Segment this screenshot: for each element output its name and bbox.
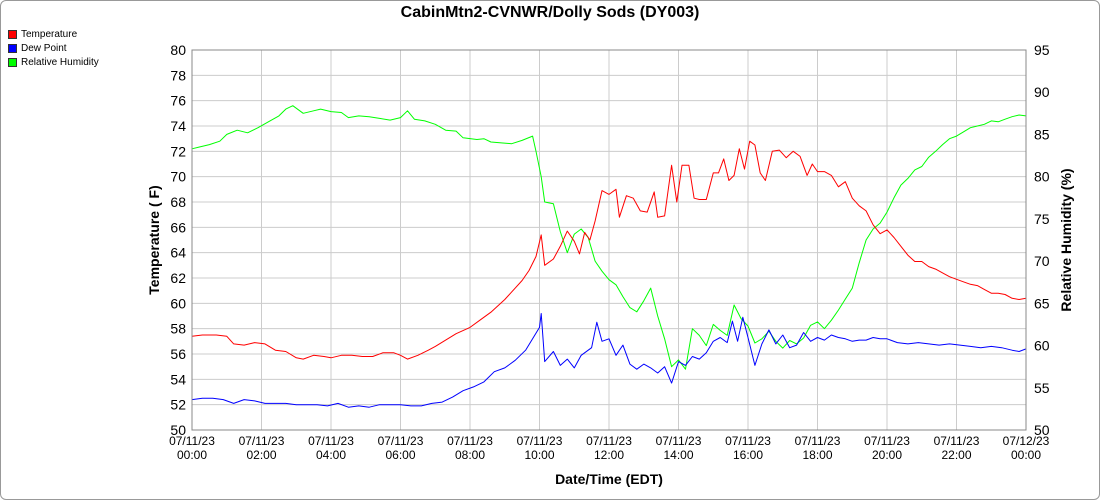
x-tick-date: 07/11/23 [725,434,771,448]
y-tick-label: 80 [170,42,186,58]
y-tick-label: 62 [170,270,186,286]
y2-tick-label: 75 [1034,211,1050,227]
x-tick-time: 16:00 [733,448,763,462]
x-tick-date: 07/11/23 [586,434,632,448]
y2-tick-label: 50 [1034,422,1050,438]
y-tick-label: 74 [170,118,186,134]
x-tick-time: 00:00 [177,448,207,462]
y-tick-label: 52 [170,397,186,413]
y2-tick-label: 95 [1034,42,1050,58]
x-tick-time: 06:00 [385,448,415,462]
x-tick-date: 07/11/23 [447,434,493,448]
x-tick-time: 20:00 [872,448,902,462]
y-tick-label: 70 [170,169,186,185]
legend-label-temperature: Temperature [21,28,78,40]
x-tick-time: 14:00 [663,448,693,462]
x-tick-date: 07/11/23 [656,434,702,448]
y-tick-label: 76 [170,93,186,109]
legend-label-dew-point: Dew Point [21,42,67,54]
y-axis-label: Temperature ( F) [146,185,162,294]
y-tick-label: 58 [170,321,186,337]
y-tick-label: 78 [170,67,186,83]
y-tick-label: 66 [170,219,186,235]
x-tick-date: 07/11/23 [934,434,980,448]
y-tick-label: 50 [170,422,186,438]
legend-item-temperature: Temperature [8,27,99,41]
legend-swatch-dew-point [8,43,17,53]
x-tick-date: 07/11/23 [308,434,354,448]
y2-tick-label: 60 [1034,338,1050,354]
x-tick-date: 07/11/23 [239,434,285,448]
y2-tick-label: 90 [1034,84,1050,100]
legend-swatch-temperature [8,29,17,39]
y2-tick-label: 70 [1034,253,1050,269]
series-line-relative-humidity [191,105,1027,370]
chart-title: CabinMtn2-CVNWR/Dolly Sods (DY003) [400,4,700,21]
x-tick-time: 00:00 [1011,448,1041,462]
x-tick-date: 07/11/23 [169,434,215,448]
y2-axis-label: Relative Humidity (%) [1058,168,1074,311]
series-line-temperature [191,140,1027,360]
chart-legend: Temperature Dew Point Relative Humidity [8,27,99,69]
x-tick-date: 07/11/23 [517,434,563,448]
y-tick-label: 68 [170,194,186,210]
legend-item-dew-point: Dew Point [8,41,99,55]
x-tick-time: 08:00 [455,448,485,462]
x-tick-time: 22:00 [941,448,971,462]
grid-lines [191,49,1027,431]
legend-item-relative-humidity: Relative Humidity [8,55,99,69]
y2-tick-label: 80 [1034,169,1050,185]
series-lines [191,105,1027,408]
y2-tick-label: 85 [1034,126,1050,142]
legend-label-relative-humidity: Relative Humidity [21,56,99,68]
y-tick-label: 60 [170,295,186,311]
x-tick-date: 07/11/23 [864,434,910,448]
right-axis-ticks: 50 55 60 65 70 75 80 85 90 95 [1034,42,1050,438]
y-tick-label: 64 [170,245,186,261]
plot-area-border [191,49,1027,431]
x-tick-date: 07/11/23 [378,434,424,448]
y2-tick-label: 55 [1034,380,1050,396]
y2-tick-label: 65 [1034,295,1050,311]
x-tick-date: 07/11/23 [795,434,841,448]
x-axis-label: Date/Time (EDT) [555,471,663,487]
left-axis-ticks: 50 52 54 56 58 60 62 64 66 68 70 72 74 76 78 80 [170,42,186,438]
x-axis-ticks: 07/11/2300:0007/11/2302:0007/11/2304:000… [169,434,1050,462]
x-tick-time: 10:00 [524,448,554,462]
x-tick-date: 07/12/23 [1003,434,1050,448]
series-line-dew-point [191,313,1027,408]
y-tick-label: 72 [170,143,186,159]
x-tick-time: 02:00 [246,448,276,462]
legend-swatch-relative-humidity [8,57,17,67]
y-tick-label: 56 [170,346,186,362]
x-tick-time: 12:00 [594,448,624,462]
y-tick-label: 54 [170,371,186,387]
x-tick-time: 18:00 [802,448,832,462]
x-tick-time: 04:00 [316,448,346,462]
